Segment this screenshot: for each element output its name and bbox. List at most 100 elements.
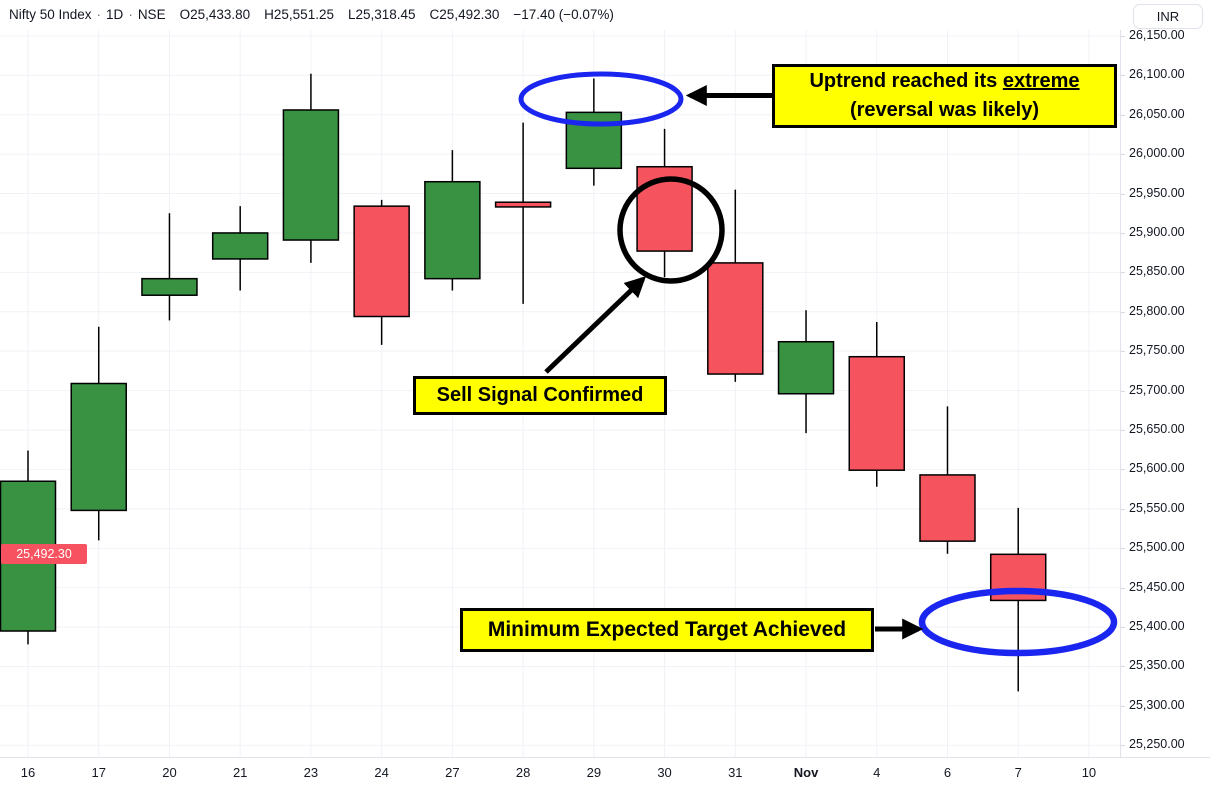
candlestick-Nov	[777, 310, 835, 434]
candle-body	[919, 474, 976, 542]
exchange-label: NSE	[137, 7, 166, 22]
y-axis-tick	[1121, 351, 1125, 353]
y-axis-label: 25,300.00	[1129, 697, 1185, 712]
y-axis-label: 25,650.00	[1129, 422, 1185, 436]
price-change: −17.40 (−0.07%)	[513, 7, 614, 22]
x-axis-label: 31	[728, 765, 743, 780]
y-axis-tick	[1121, 469, 1125, 471]
x-axis-label: 30	[657, 765, 672, 780]
y-axis-tick	[1121, 114, 1125, 116]
ohlc-close: C25,492.30	[429, 7, 500, 22]
y-axis-tick	[1121, 154, 1125, 156]
last-price-tag: 25,492.30	[1, 544, 87, 565]
x-axis-label: 29	[586, 765, 602, 780]
currency-button[interactable]: INR	[1133, 4, 1203, 29]
candlestick-31	[707, 189, 764, 382]
x-axis-label: 16	[20, 765, 36, 780]
ohlc-open: O25,433.80	[179, 7, 251, 22]
symbol-header: Nifty 50 Index · 1D · NSE O25,433.80 H25,551.2…	[0, 0, 1210, 30]
y-axis-tick	[1121, 627, 1125, 629]
time-scale[interactable]: 16 17 20 21 23 24 27 28 29 30 31 Nov 4 6 7 10	[0, 757, 1210, 790]
candlestick-29	[565, 78, 623, 186]
price-scale[interactable]: 26,150.00 26,100.00 26,050.00 26,000.00 25,9…	[1120, 0, 1210, 757]
candlestick-28	[494, 122, 552, 304]
uptrend-extreme-ellipse[interactable]	[518, 71, 684, 127]
candlestick-30	[636, 128, 693, 278]
candlestick-27	[424, 150, 481, 291]
x-axis-label: 4	[873, 765, 881, 780]
x-axis-label: 23	[303, 765, 319, 780]
callout-line: (reversal was likely)	[849, 99, 1039, 121]
callout-line: Minimum Expected Target Achieved	[487, 618, 847, 641]
x-axis-label: 21	[232, 765, 248, 780]
y-axis-tick	[1121, 508, 1125, 510]
callout-line: Uptrend reached its extreme	[809, 70, 1080, 92]
candle-body	[70, 382, 127, 512]
x-axis-label: 10	[1081, 765, 1097, 780]
y-axis-tick	[1121, 705, 1125, 707]
x-axis-label: 27	[445, 765, 460, 780]
y-axis-label: 25,800.00	[1129, 303, 1185, 318]
candle-body	[424, 180, 481, 280]
y-axis-label: 25,250.00	[1129, 737, 1185, 752]
separator-dot: ·	[96, 7, 102, 22]
y-axis-tick	[1121, 311, 1125, 313]
x-axis-label: Nov	[793, 765, 819, 780]
y-axis-label: 25,950.00	[1129, 185, 1185, 200]
y-axis-tick	[1121, 232, 1125, 234]
y-axis-tick	[1121, 430, 1125, 431]
x-axis-label: 7	[1014, 765, 1022, 780]
y-axis-label: 26,150.00	[1129, 27, 1185, 42]
candle-body	[848, 355, 906, 471]
candlestick-chart-pane[interactable]	[0, 0, 1120, 757]
callout-line: Sell Signal Confirmed	[436, 384, 644, 406]
candlestick-4	[848, 322, 906, 487]
y-axis-tick	[1121, 666, 1125, 668]
y-axis-tick	[1121, 548, 1125, 550]
y-axis-tick	[1121, 587, 1125, 589]
candle-body	[211, 232, 269, 260]
y-axis-tick	[1121, 75, 1125, 77]
y-axis-tick	[1121, 193, 1125, 195]
y-axis-label: 25,600.00	[1129, 461, 1185, 476]
y-axis-label: 25,500.00	[1129, 540, 1185, 555]
symbol-title[interactable]: Nifty 50 Index	[9, 7, 92, 22]
x-axis-label: 28	[515, 765, 531, 780]
arrow-to-sell-circle[interactable]	[544, 276, 647, 374]
y-axis-label: 26,100.00	[1129, 67, 1185, 82]
candlestick-21	[211, 206, 269, 291]
y-axis-label: 25,450.00	[1129, 579, 1185, 594]
y-axis-tick	[1121, 35, 1125, 37]
candle-body	[141, 277, 198, 296]
candle-body	[494, 201, 552, 208]
candlestick-24	[353, 199, 410, 345]
candlestick-6	[919, 406, 976, 554]
candle-body	[353, 205, 410, 318]
candlestick-7	[989, 507, 1047, 692]
y-axis-label: 26,000.00	[1129, 146, 1185, 161]
ohlc-high: H25,551.25	[264, 7, 334, 22]
y-axis-label: 25,550.00	[1129, 500, 1185, 515]
candle-body	[282, 109, 340, 241]
candlestick-23	[282, 73, 340, 263]
separator-dot: ·	[128, 7, 133, 22]
interval-label[interactable]: 1D	[106, 7, 124, 22]
candlestick-20	[141, 213, 198, 321]
y-axis-tick	[1121, 272, 1125, 274]
sell-signal-circle[interactable]	[617, 176, 725, 284]
callout-target-achieved[interactable]: Minimum Expected Target Achieved	[460, 608, 874, 652]
callout-sell-signal[interactable]: Sell Signal Confirmed	[413, 376, 667, 415]
x-axis-label: 20	[162, 765, 177, 780]
y-axis-label: 26,050.00	[1129, 106, 1185, 121]
y-axis-tick	[1121, 390, 1125, 392]
y-axis-tick	[1121, 745, 1125, 747]
y-axis-label: 25,900.00	[1129, 224, 1185, 239]
candle-body	[777, 340, 835, 395]
candle-body	[707, 262, 764, 375]
x-axis-label: 6	[943, 765, 952, 780]
callout-uptrend-extreme[interactable]: Uptrend reached its extreme (reversal wa…	[772, 64, 1117, 128]
ohlc-low: L25,318.45	[347, 7, 416, 22]
x-axis-label: 24	[374, 765, 389, 780]
y-axis-label: 25,700.00	[1129, 382, 1185, 397]
y-axis-label: 25,400.00	[1129, 619, 1185, 634]
